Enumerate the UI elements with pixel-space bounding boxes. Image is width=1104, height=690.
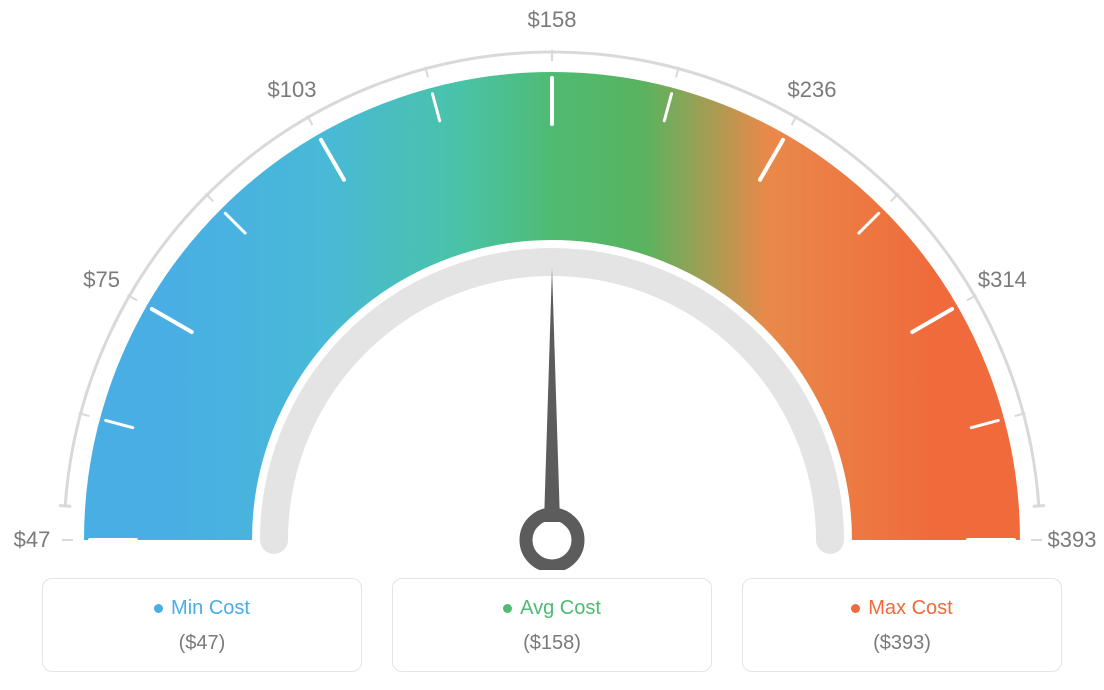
gauge-tick-label: $158 (528, 7, 577, 33)
legend-label-max: Max Cost (868, 597, 952, 619)
legend-row: Min Cost ($47) Avg Cost ($158) Max Cost … (42, 578, 1062, 672)
legend-label-avg: Avg Cost (520, 597, 601, 619)
gauge-tick-label: $75 (83, 267, 120, 293)
gauge-area: $47 $75 $103 $158 $236 $314 $393 (0, 0, 1104, 570)
legend-title-min: Min Cost (53, 597, 351, 620)
gauge-tick-label: $47 (14, 527, 51, 553)
legend-card-avg: Avg Cost ($158) (392, 578, 712, 672)
dot-icon (154, 604, 163, 613)
gauge-tick-label: $314 (978, 267, 1027, 293)
gauge-tick-label: $236 (788, 77, 837, 103)
legend-value-min: ($47) (53, 632, 351, 655)
dot-icon (851, 604, 860, 613)
legend-value-avg: ($158) (403, 632, 701, 655)
legend-label-min: Min Cost (171, 597, 250, 619)
gauge-tick-label: $103 (268, 77, 317, 103)
gauge-svg (0, 0, 1104, 570)
dot-icon (503, 604, 512, 613)
legend-value-max: ($393) (753, 632, 1051, 655)
legend-card-min: Min Cost ($47) (42, 578, 362, 672)
legend-title-max: Max Cost (753, 597, 1051, 620)
gauge-tick-label: $393 (1048, 527, 1097, 553)
legend-title-avg: Avg Cost (403, 597, 701, 620)
legend-card-max: Max Cost ($393) (742, 578, 1062, 672)
cost-gauge-chart: $47 $75 $103 $158 $236 $314 $393 Min Cost ($47… (0, 0, 1104, 690)
